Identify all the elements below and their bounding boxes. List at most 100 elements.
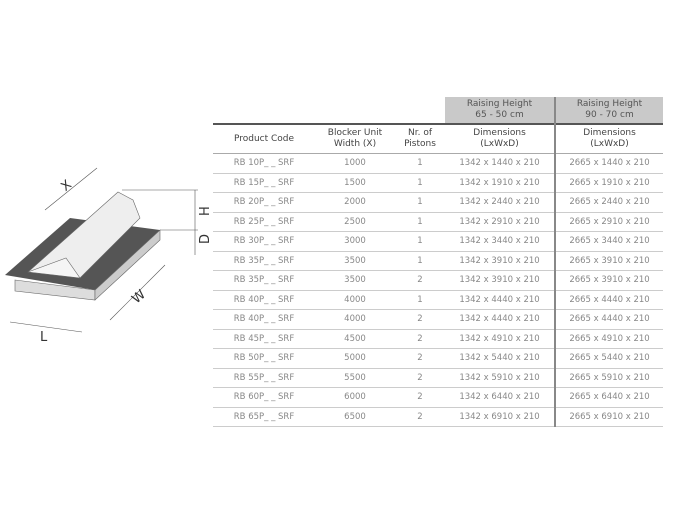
cell-pistons: 2 [395,329,445,349]
cell-dimensions-2: 2665 x 3910 x 210 [554,251,663,271]
cell-product-code: RB 40P_ _ SRF [213,290,315,310]
cell-pistons: 1 [395,251,445,271]
cell-pistons: 2 [395,407,445,427]
cell-product-code: RB 35P_ _ SRF [213,251,315,271]
cell-pistons: 2 [395,368,445,388]
cell-width: 2500 [315,212,395,232]
cell-dimensions-2: 2665 x 1440 x 210 [554,153,663,174]
cell-width: 4000 [315,290,395,310]
cell-dimensions-1: 1342 x 1440 x 210 [445,153,555,174]
table-row: RB 65P_ _ SRF 6500 2 1342 x 6910 x 210 2665 … [213,407,663,427]
cell-width: 5500 [315,368,395,388]
table-row: RB 35P_ _ SRF 3500 2 1342 x 3910 x 210 2665 … [213,270,663,291]
col-dimensions-1: Dimensions (LxWxD) [445,123,555,154]
cell-dimensions-1: 1342 x 2910 x 210 [445,212,555,232]
cell-width: 1500 [315,173,395,193]
cell-dimensions-2: 2665 x 2440 x 210 [554,192,663,213]
cell-width: 6000 [315,387,395,408]
col-dimensions-2: Dimensions (LxWxD) [554,123,663,154]
table-row: RB 60P_ _ SRF 6000 2 1342 x 6440 x 210 2665 … [213,387,663,408]
table-row: RB 30P_ _ SRF 3000 1 1342 x 3440 x 210 2665 … [213,231,663,252]
cell-dimensions-1: 1342 x 4440 x 210 [445,309,555,330]
cell-product-code: RB 40P_ _ SRF [213,309,315,330]
cell-dimensions-2: 2665 x 3910 x 210 [554,270,663,291]
cell-dimensions-2: 2665 x 1910 x 210 [554,173,663,193]
cell-dimensions-2: 2665 x 4440 x 210 [554,290,663,310]
cell-width: 6500 [315,407,395,427]
cell-pistons: 1 [395,290,445,310]
group-header-90-70: Raising Height 90 - 70 cm [554,97,663,124]
cell-dimensions-2: 2665 x 5910 x 210 [554,368,663,388]
label-d: D [198,234,213,244]
cell-dimensions-2: 2665 x 6910 x 210 [554,407,663,427]
cell-pistons: 2 [395,309,445,330]
table-row: RB 10P_ _ SRF 1000 1 1342 x 1440 x 210 2665 … [213,153,663,174]
blocker-end [27,257,81,279]
table-row: RB 45P_ _ SRF 4500 2 1342 x 4910 x 210 2665 … [213,329,663,349]
col-product-code: Product Code [213,123,315,154]
cell-dimensions-1: 1342 x 3440 x 210 [445,231,555,252]
cell-dimensions-2: 2665 x 4910 x 210 [554,329,663,349]
table-row: RB 40P_ _ SRF 4000 2 1342 x 4440 x 210 2665 … [213,309,663,330]
cell-dimensions-1: 1342 x 6440 x 210 [445,387,555,408]
cell-product-code: RB 65P_ _ SRF [213,407,315,427]
cell-pistons: 1 [395,153,445,174]
cell-dimensions-1: 1342 x 6910 x 210 [445,407,555,427]
cell-product-code: RB 45P_ _ SRF [213,329,315,349]
label-l: L [40,330,48,345]
table-row: RB 35P_ _ SRF 3500 1 1342 x 3910 x 210 2665 … [213,251,663,271]
cell-pistons: 2 [395,387,445,408]
cell-dimensions-1: 1342 x 5440 x 210 [445,348,555,369]
cell-dimensions-1: 1342 x 3910 x 210 [445,251,555,271]
road-blocker-diagram: X H D W L [5,167,213,345]
cell-product-code: RB 15P_ _ SRF [213,173,315,193]
table-row: RB 25P_ _ SRF 2500 1 1342 x 2910 x 210 2665 … [213,212,663,232]
cell-width: 3500 [315,251,395,271]
cell-width: 5000 [315,348,395,369]
cell-dimensions-1: 1342 x 4910 x 210 [445,329,555,349]
label-x: X [58,177,75,194]
cell-product-code: RB 20P_ _ SRF [213,192,315,213]
cell-product-code: RB 30P_ _ SRF [213,231,315,252]
cell-width: 4500 [315,329,395,349]
cell-pistons: 1 [395,192,445,213]
cell-dimensions-2: 2665 x 2910 x 210 [554,212,663,232]
cell-pistons: 1 [395,212,445,232]
cell-product-code: RB 60P_ _ SRF [213,387,315,408]
cell-width: 2000 [315,192,395,213]
cell-pistons: 1 [395,173,445,193]
cell-product-code: RB 25P_ _ SRF [213,212,315,232]
cell-dimensions-1: 1342 x 3910 x 210 [445,270,555,291]
cell-dimensions-2: 2665 x 5440 x 210 [554,348,663,369]
cell-width: 1000 [315,153,395,174]
table-row: RB 55P_ _ SRF 5500 2 1342 x 5910 x 210 2665 … [213,368,663,388]
product-table: Raising Height 65 - 50 cm Raising Height 9… [213,97,663,427]
cell-width: 3500 [315,270,395,291]
label-w: W [129,287,149,307]
cell-pistons: 2 [395,270,445,291]
cell-dimensions-1: 1342 x 5910 x 210 [445,368,555,388]
table-row: RB 50P_ _ SRF 5000 2 1342 x 5440 x 210 2665 … [213,348,663,369]
cell-pistons: 2 [395,348,445,369]
frame-side [94,229,161,301]
label-h: H [198,206,213,216]
col-width: Blocker Unit Width (X) [315,123,395,154]
col-pistons: Nr. of Pistons [395,123,445,154]
cell-dimensions-1: 1342 x 4440 x 210 [445,290,555,310]
cell-product-code: RB 50P_ _ SRF [213,348,315,369]
cell-product-code: RB 35P_ _ SRF [213,270,315,291]
cell-dimensions-1: 1342 x 2440 x 210 [445,192,555,213]
table-row: RB 15P_ _ SRF 1500 1 1342 x 1910 x 210 2665 … [213,173,663,193]
cell-pistons: 1 [395,231,445,252]
cell-product-code: RB 10P_ _ SRF [213,153,315,174]
cell-dimensions-2: 2665 x 6440 x 210 [554,387,663,408]
cell-product-code: RB 55P_ _ SRF [213,368,315,388]
cell-dimensions-1: 1342 x 1910 x 210 [445,173,555,193]
group-header-65-50: Raising Height 65 - 50 cm [445,97,555,124]
table-row: RB 40P_ _ SRF 4000 1 1342 x 4440 x 210 2665 … [213,290,663,310]
cell-width: 4000 [315,309,395,330]
cell-dimensions-2: 2665 x 3440 x 210 [554,231,663,252]
cell-dimensions-2: 2665 x 4440 x 210 [554,309,663,330]
cell-width: 3000 [315,231,395,252]
table-row: RB 20P_ _ SRF 2000 1 1342 x 2440 x 210 2665 … [213,192,663,213]
